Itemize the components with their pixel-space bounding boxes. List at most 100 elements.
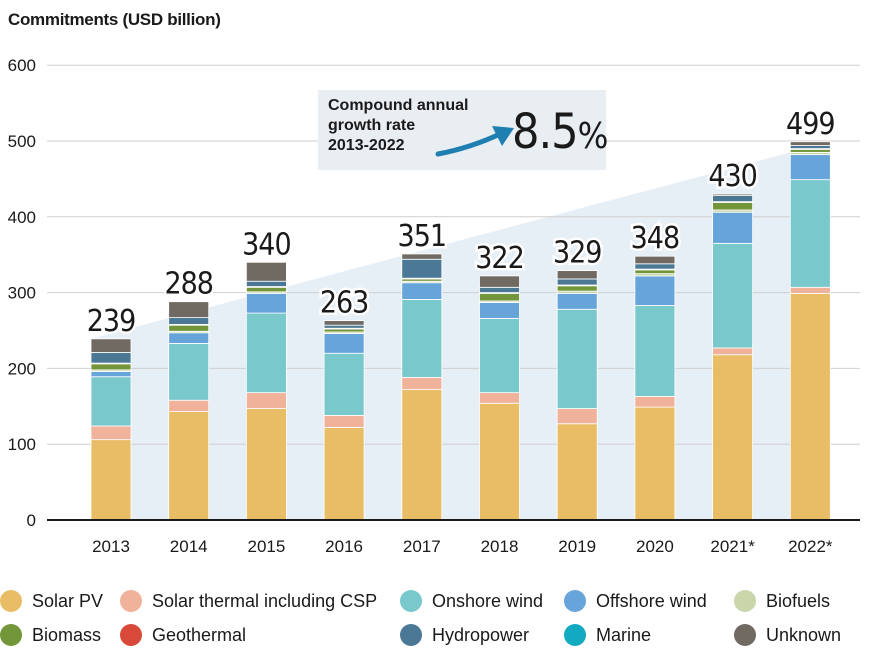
bar-segment (90, 376, 132, 427)
cagr-line-1: Compound annual (328, 97, 469, 114)
bar-total-label: 351 (398, 219, 447, 254)
legend-label: Unknown (766, 624, 842, 645)
x-tick-label: 2013 (92, 537, 130, 556)
bar-total-label: 348 (631, 221, 680, 256)
cagr-line-2: growth rate (328, 117, 416, 134)
cagr-unit: % (577, 116, 609, 157)
legend-swatch (734, 624, 756, 646)
legend-label: Geothermal (152, 624, 247, 645)
bar-segment (401, 282, 443, 300)
bar-segment (634, 406, 676, 521)
cagr-number: 8.5 (512, 104, 579, 160)
legend: Solar PV Solar thermal including CSP Onsho… (0, 584, 870, 660)
bar-segment (712, 354, 753, 521)
bar-segment (90, 352, 132, 364)
bar-segment (789, 292, 831, 521)
bar-segment (789, 286, 831, 294)
x-tick-label: 2016 (325, 537, 363, 556)
bar-segment (479, 292, 520, 302)
arrow-icon (435, 126, 514, 157)
bar-segment (712, 201, 753, 211)
legend-label: Hydropower (432, 624, 530, 645)
bar-total-label: 340 (242, 227, 291, 262)
bar-segment (634, 269, 676, 275)
x-tick-label: 2021* (710, 537, 755, 556)
bar-segment (245, 292, 287, 314)
bar-segment (634, 255, 676, 265)
x-tick-label: 2020 (636, 537, 674, 556)
bar-segment (712, 242, 753, 349)
bar-total-label: 329 (553, 236, 602, 271)
legend-swatch (564, 590, 586, 612)
bar-segment (90, 425, 132, 441)
legend-swatch (564, 624, 586, 646)
bar-segment (789, 145, 831, 149)
bar-segment (401, 377, 443, 391)
legend-item: Solar PV (0, 584, 103, 618)
bar-segment (168, 301, 210, 319)
bar-segment (634, 275, 676, 306)
bar-segment (90, 363, 132, 371)
bar-segment (323, 324, 365, 329)
cagr-line-3: 2013-2022 (328, 137, 405, 154)
bar-segment (401, 389, 443, 521)
cagr-value: 8.5% (512, 108, 609, 161)
bar-total-label: 263 (320, 286, 369, 321)
cagr-annotation-box: Compound annual growth rate 2013-2022 8.… (318, 90, 609, 170)
bar-segment (401, 299, 443, 378)
legend-item: Marine (564, 618, 651, 652)
bar-segment (90, 439, 132, 521)
bar-total-label: 430 (708, 159, 757, 194)
bar-segment (168, 399, 210, 413)
legend-item: Onshore wind (400, 584, 543, 618)
y-tick-label: 200 (8, 359, 36, 378)
cagr-annotation-text: Compound annual growth rate 2013-2022 (328, 96, 498, 156)
bar-segment (323, 414, 365, 428)
bar-segment (245, 392, 287, 409)
legend-swatch (400, 624, 422, 646)
y-tick-label: 0 (27, 511, 36, 530)
bar-segment (556, 308, 598, 409)
bar-segment (634, 263, 676, 270)
bar-segment (789, 154, 831, 181)
bar-segment (323, 352, 365, 416)
bar-segment (90, 338, 132, 353)
legend-swatch (400, 590, 422, 612)
bar-segment (789, 179, 831, 288)
x-tick-label: 2022* (788, 537, 833, 556)
y-tick-label: 100 (8, 435, 36, 454)
y-tick-label: 400 (8, 208, 36, 227)
bar-segment (634, 396, 676, 408)
y-axis-title: Commitments (USD billion) (8, 10, 221, 29)
bar-segment (401, 253, 443, 260)
bar-segment (479, 275, 520, 288)
bar-segment (789, 148, 831, 153)
bar-segment (479, 302, 520, 319)
bar-segment (323, 328, 365, 333)
legend-label: Solar PV (32, 590, 104, 611)
x-tick-label: 2018 (481, 537, 519, 556)
bar-segment (556, 423, 598, 521)
bar-segment (556, 292, 598, 310)
legend-swatch (120, 624, 142, 646)
bar-segment (323, 320, 365, 326)
y-tick-label: 500 (8, 132, 36, 151)
bar-segment (556, 285, 598, 292)
bar-segment (712, 193, 753, 196)
legend-swatch (0, 624, 22, 646)
bar-total-label: 239 (87, 304, 136, 339)
legend-swatch (0, 590, 22, 612)
bar-segment (479, 392, 520, 404)
bar-segment (245, 312, 287, 394)
bar-segment (323, 333, 365, 354)
stacked-bar-chart: 0 100 200 300 400 500 600 2013 239 2014 288 2015 340… (8, 56, 860, 556)
y-tick-label: 600 (8, 56, 36, 75)
bar-total-label: 322 (475, 241, 524, 276)
bar-segment (168, 324, 210, 332)
legend-item: Biofuels (734, 584, 830, 618)
bar-segment (245, 280, 287, 287)
bar-segment (245, 286, 287, 293)
bar-segment (634, 305, 676, 397)
bar-segment (168, 317, 210, 325)
legend-item: Offshore wind (564, 584, 707, 618)
